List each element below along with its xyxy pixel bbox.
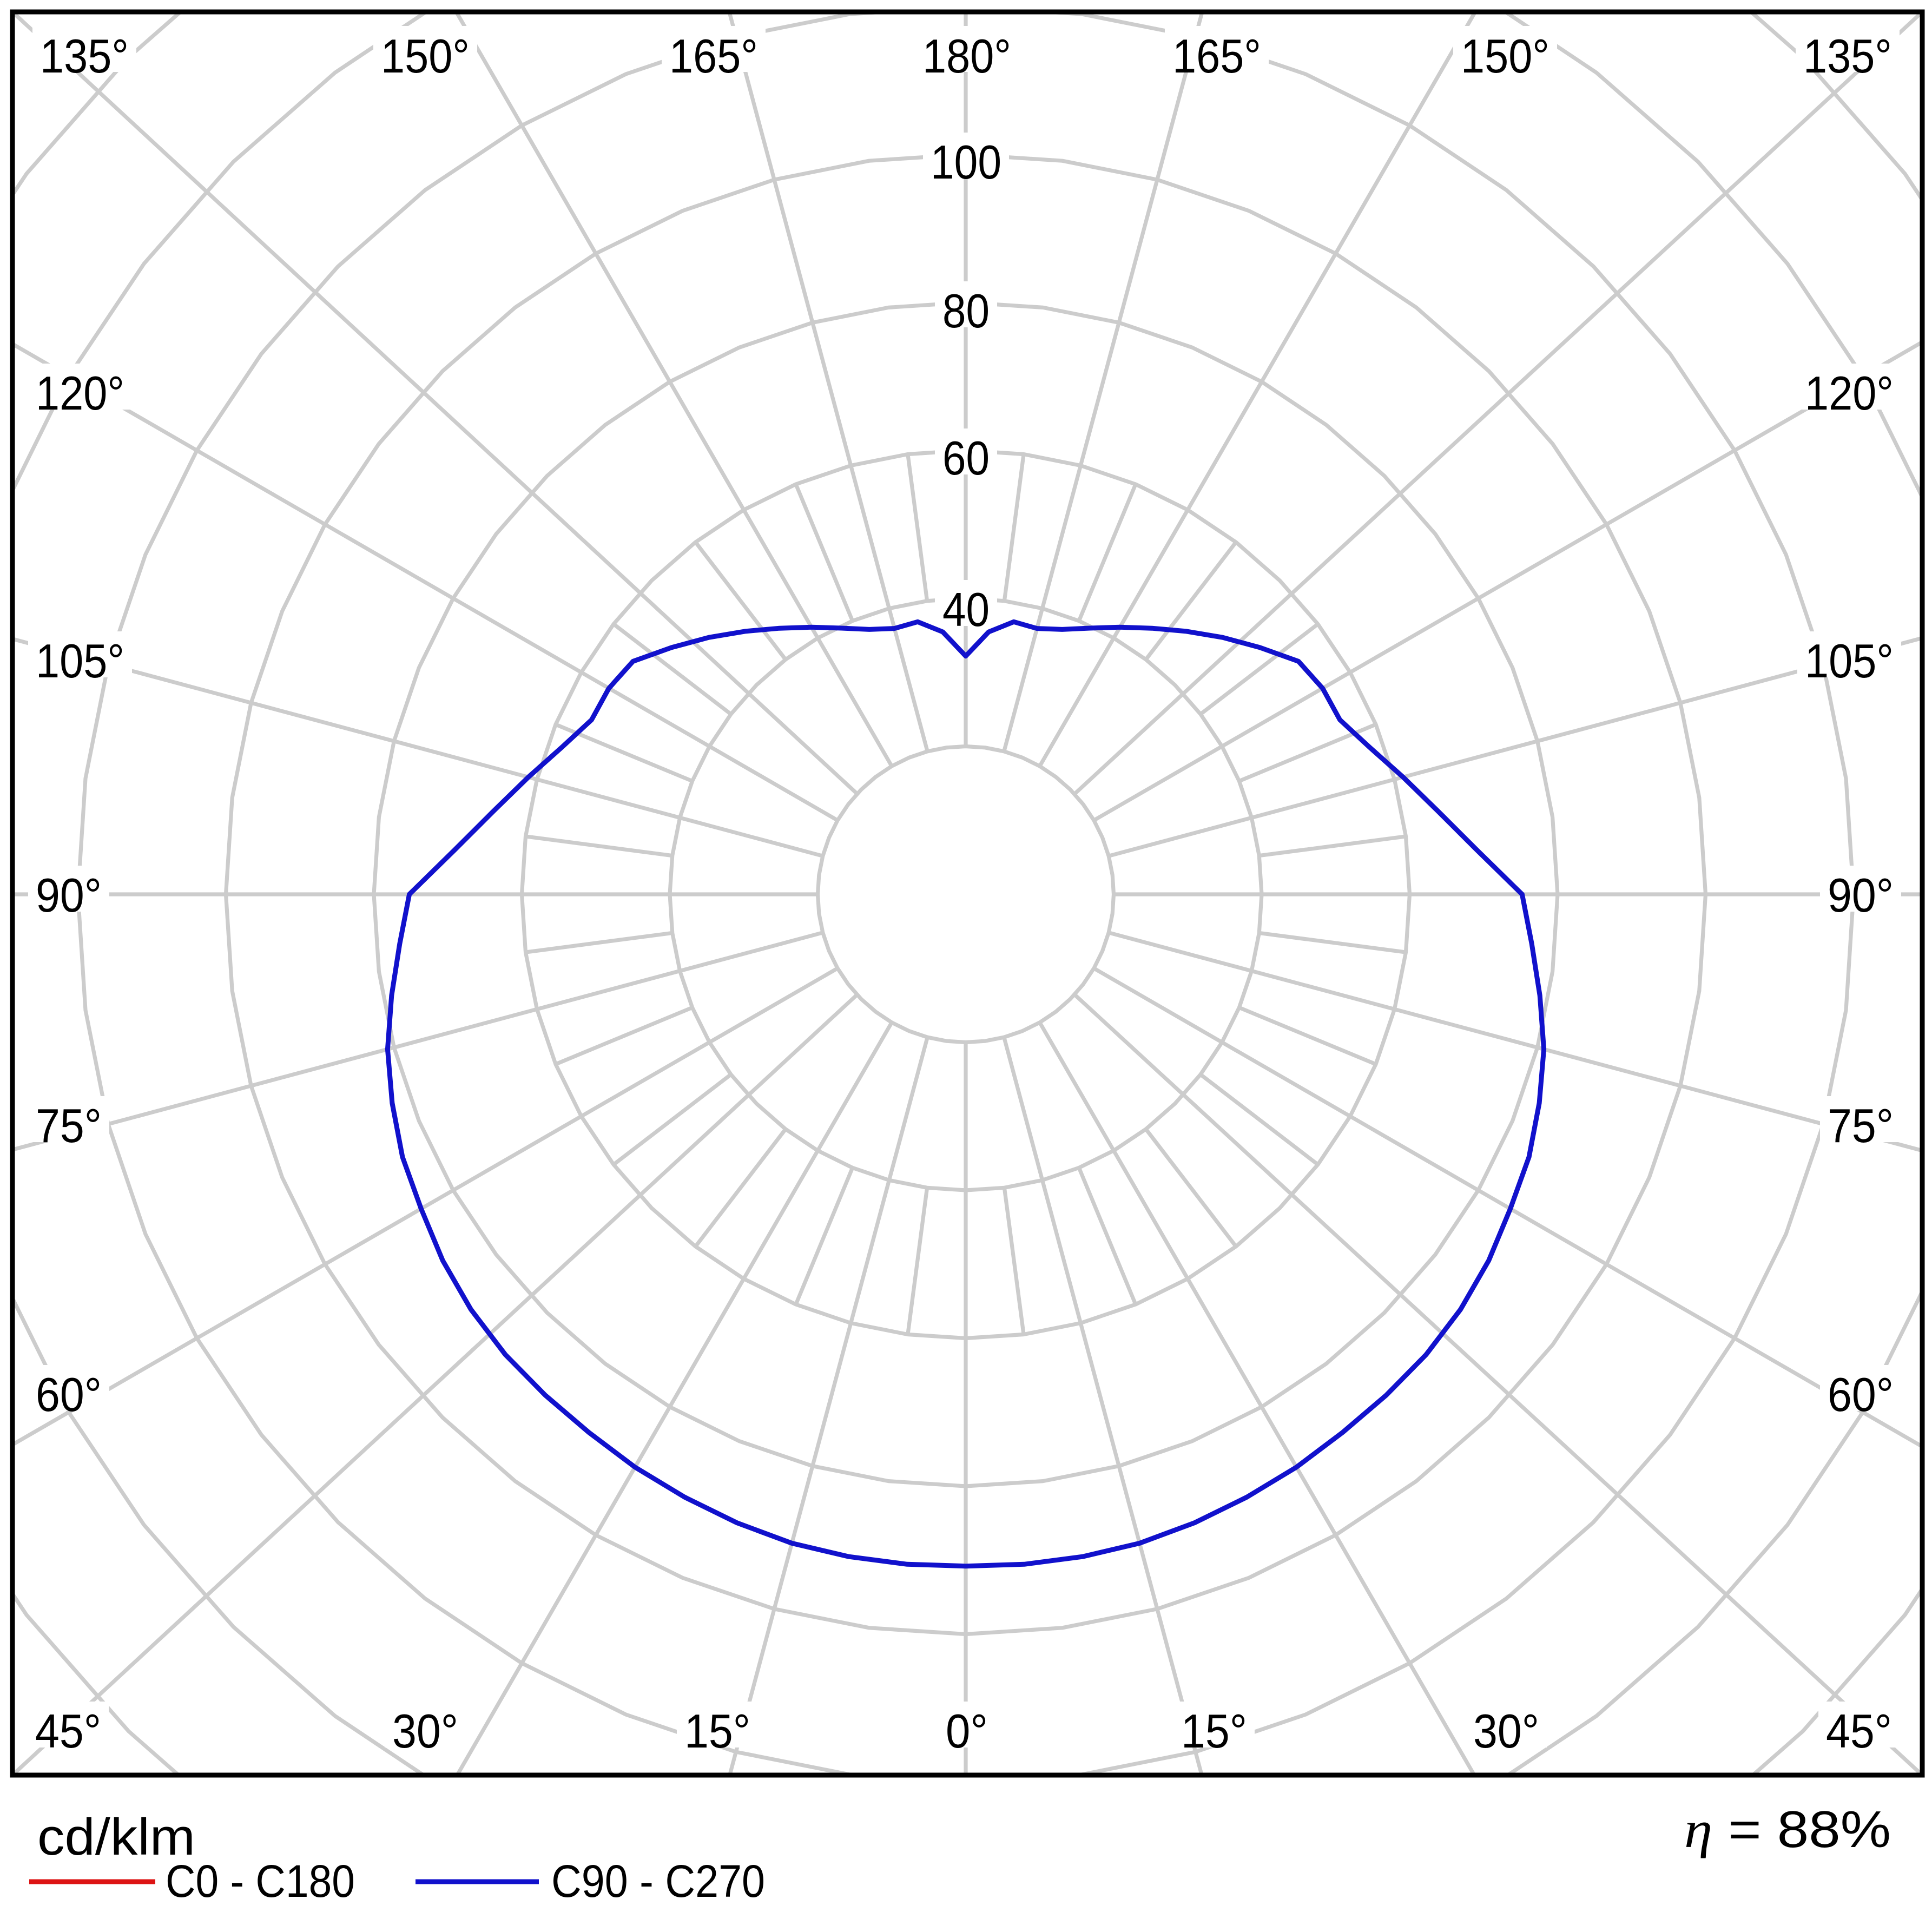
svg-text:90°: 90° [36, 868, 102, 922]
svg-text:150°: 150° [381, 29, 470, 83]
svg-text:165°: 165° [1172, 29, 1261, 83]
svg-text:40: 40 [942, 583, 990, 636]
svg-text:165°: 165° [669, 29, 758, 83]
svg-text:180°: 180° [922, 29, 1011, 83]
svg-text:150°: 150° [1461, 29, 1549, 83]
svg-text:75°: 75° [1828, 1099, 1894, 1152]
svg-text:45°: 45° [1826, 1704, 1892, 1758]
svg-text:120°: 120° [36, 366, 124, 420]
svg-text:90°: 90° [1828, 868, 1894, 922]
svg-text:135°: 135° [1803, 29, 1892, 83]
svg-text:75°: 75° [36, 1099, 102, 1152]
svg-text:η = 88%: η = 88% [1684, 1801, 1891, 1858]
svg-text:100: 100 [931, 135, 1001, 189]
svg-text:60°: 60° [1828, 1368, 1894, 1421]
svg-text:135°: 135° [40, 29, 129, 83]
svg-text:15°: 15° [1181, 1704, 1247, 1758]
svg-text:60°: 60° [36, 1368, 102, 1421]
svg-text:cd/klm: cd/klm [37, 1808, 195, 1866]
svg-text:120°: 120° [1805, 366, 1894, 420]
svg-text:C0 - C180: C0 - C180 [166, 1856, 355, 1907]
svg-text:105°: 105° [1805, 634, 1894, 688]
svg-text:C90 - C270: C90 - C270 [551, 1856, 765, 1907]
svg-text:30°: 30° [1473, 1704, 1539, 1758]
svg-text:0°: 0° [946, 1704, 988, 1758]
svg-text:105°: 105° [36, 634, 124, 688]
svg-text:80: 80 [942, 284, 990, 338]
svg-text:15°: 15° [684, 1704, 750, 1758]
svg-text:60: 60 [942, 431, 990, 485]
svg-text:45°: 45° [35, 1704, 101, 1758]
svg-text:30°: 30° [392, 1704, 458, 1758]
